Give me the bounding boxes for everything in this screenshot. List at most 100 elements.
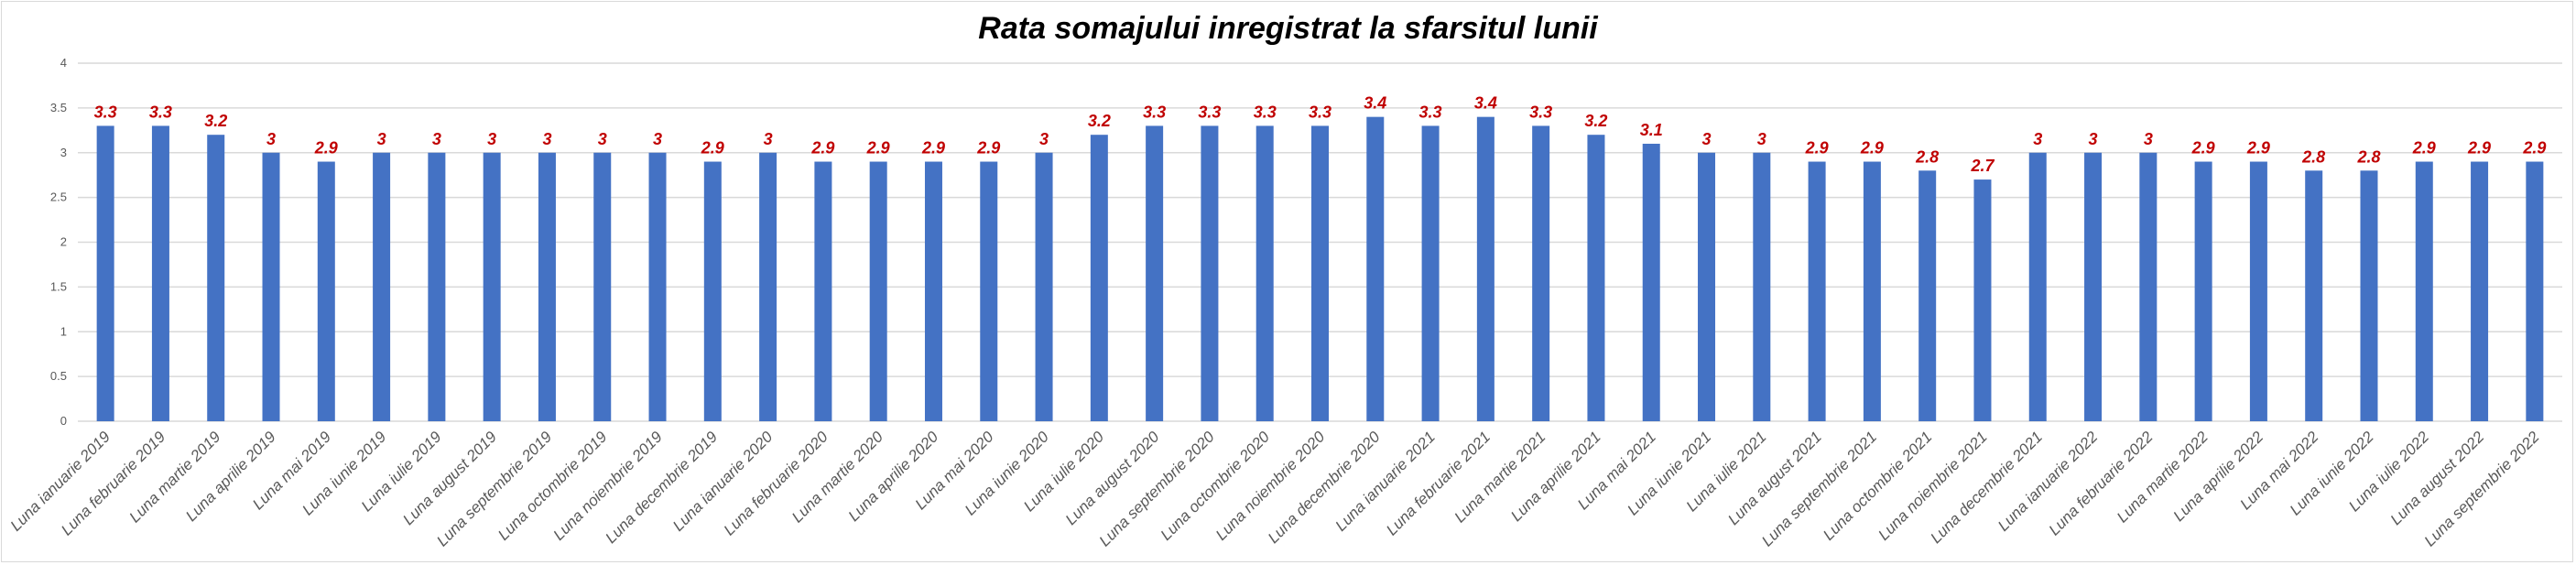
x-tick-label: Luna februarie 2019	[58, 428, 168, 538]
bar	[538, 152, 556, 421]
x-tick-label: Luna septembrie 2022	[2421, 428, 2543, 549]
data-label: 2.8	[2356, 147, 2380, 166]
data-label: 2.9	[2467, 139, 2491, 158]
bar	[2526, 161, 2544, 421]
data-label: 3.2	[1088, 112, 1111, 130]
data-label: 2.9	[2191, 139, 2215, 158]
bar	[1753, 152, 1771, 421]
x-tick-label: Luna martie 2022	[2114, 428, 2212, 526]
data-label: 2.8	[1915, 147, 1939, 166]
data-label: 3.2	[204, 112, 227, 130]
x-tick-label: Luna octombrie 2019	[495, 428, 611, 544]
data-label: 3	[377, 130, 386, 148]
y-tick-label: 3	[60, 146, 67, 159]
bar	[317, 161, 335, 421]
y-tick-label: 2.5	[50, 190, 67, 204]
bar	[1698, 152, 1716, 421]
bar	[759, 152, 777, 421]
data-label: 3	[2144, 130, 2153, 148]
bar	[1642, 143, 1660, 421]
data-label: 3.3	[1309, 103, 1331, 121]
x-tick-label: Luna ianuarie 2022	[1994, 428, 2102, 535]
x-tick-label: Luna ianuarie 2021	[1332, 428, 1439, 534]
data-label: 3.4	[1474, 94, 1497, 113]
x-tick-label: Luna ianuarie 2019	[7, 428, 114, 535]
bar	[1366, 116, 1385, 422]
data-label: 2.9	[1805, 139, 1829, 158]
bar	[1863, 161, 1881, 421]
bar	[483, 152, 501, 421]
x-tick-label: Luna august 2019	[399, 428, 500, 528]
data-label: 2.9	[810, 139, 834, 158]
data-label: 3.3	[149, 103, 172, 121]
data-label: 2.9	[921, 139, 945, 158]
y-tick-label: 4	[60, 56, 67, 70]
bar	[2028, 152, 2047, 421]
data-label: 3	[1757, 130, 1766, 148]
data-label: 2.9	[2522, 139, 2546, 158]
x-tick-label: Luna februarie 2022	[2046, 428, 2157, 538]
bar	[428, 152, 446, 421]
bar	[1973, 179, 1992, 421]
bar	[1421, 125, 1440, 422]
bar	[151, 125, 169, 422]
bar	[2360, 170, 2378, 422]
bar	[1311, 125, 1329, 422]
bar	[2305, 170, 2323, 422]
x-tick-label: Luna decembrie 2021	[1927, 428, 2046, 547]
data-label: 2.9	[701, 139, 724, 158]
x-tick-label: Luna martie 2020	[788, 428, 886, 526]
data-label: 3	[2033, 130, 2042, 148]
bar	[1587, 135, 1605, 421]
y-tick-label: 1	[60, 324, 67, 338]
x-tick-label: Luna august 2020	[1062, 428, 1163, 528]
data-label: 3	[487, 130, 496, 148]
data-label: 3	[653, 130, 662, 148]
x-tick-label: Luna octombrie 2021	[1820, 428, 1935, 543]
data-label: 2.8	[2301, 147, 2325, 166]
x-tick-label: Luna februarie 2021	[1383, 428, 1494, 538]
x-tick-label: Luna august 2021	[1724, 428, 1825, 528]
data-label: 3.2	[1584, 112, 1607, 130]
data-label: 2.9	[314, 139, 338, 158]
x-tick-label: Luna ianuarie 2020	[669, 428, 777, 535]
x-tick-label: Luna februarie 2020	[721, 428, 831, 538]
data-label: 2.9	[2246, 139, 2270, 158]
data-label: 3	[266, 130, 276, 148]
x-tick-label: Luna noiembrie 2021	[1875, 428, 1990, 543]
y-tick-label: 0.5	[50, 369, 67, 383]
data-label: 3	[542, 130, 551, 148]
bar	[2249, 161, 2267, 421]
bar	[869, 161, 887, 421]
bar	[207, 135, 225, 421]
bar	[1146, 125, 1164, 422]
data-label: 3	[598, 130, 607, 148]
y-tick-label: 1.5	[50, 279, 67, 293]
data-label: 2.9	[976, 139, 1000, 158]
bar	[2194, 161, 2212, 421]
data-label: 3.3	[1143, 103, 1166, 121]
data-label: 2.7	[1970, 157, 1994, 175]
bar	[980, 161, 998, 421]
data-label: 3	[432, 130, 441, 148]
bar	[1201, 125, 1219, 422]
data-label: 3	[1702, 130, 1712, 148]
y-tick-label: 2	[60, 235, 67, 249]
x-tick-label: Luna noiembrie 2020	[1212, 428, 1329, 544]
bar	[262, 152, 280, 421]
data-label: 3.3	[1419, 103, 1442, 121]
data-label: 3	[2089, 130, 2098, 148]
bar	[593, 152, 612, 421]
x-tick-label: Luna martie 2019	[126, 428, 224, 526]
y-tick-label: 3.5	[50, 101, 67, 114]
bar	[1532, 125, 1550, 422]
data-label: 3.4	[1364, 94, 1386, 113]
x-tick-label: Luna noiembrie 2019	[549, 428, 666, 544]
bar	[2084, 152, 2103, 421]
bar	[1090, 135, 1108, 421]
data-label: 3	[764, 130, 773, 148]
bar	[1476, 116, 1495, 422]
bar	[1035, 152, 1053, 421]
